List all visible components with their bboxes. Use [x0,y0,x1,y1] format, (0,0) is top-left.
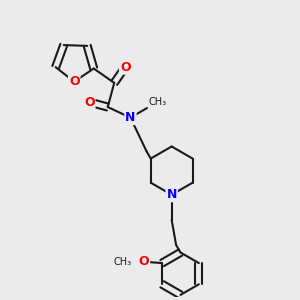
Text: N: N [167,188,177,201]
Text: O: O [69,75,80,88]
Text: N: N [125,111,136,124]
Text: CH₃: CH₃ [148,97,166,107]
Text: CH₃: CH₃ [113,256,131,267]
Text: O: O [139,255,149,268]
Text: O: O [120,61,130,74]
Text: O: O [84,96,94,109]
